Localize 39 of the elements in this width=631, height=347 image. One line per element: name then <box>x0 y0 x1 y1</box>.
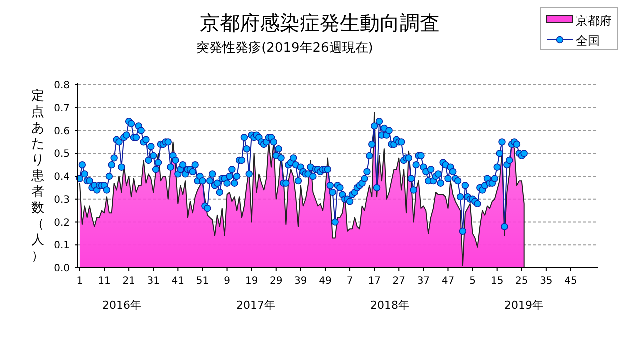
x-tick-label: 21 <box>122 276 136 287</box>
x-tick-label: 49 <box>319 276 332 287</box>
y-tick-label: 0.1 <box>54 240 70 252</box>
text: 定点あたり患者数（人） <box>32 89 44 264</box>
y-tick-label: 0.8 <box>54 80 70 92</box>
legend-label: 全国 <box>576 34 600 48</box>
y-tick-label: 0.2 <box>54 218 70 229</box>
y-tick-label: 0.7 <box>54 103 70 114</box>
text: 2016年 <box>102 299 142 312</box>
x-tick-label: 17 <box>368 276 381 287</box>
x-tick-label: 19 <box>245 276 258 287</box>
x-tick-label: 9 <box>224 276 230 287</box>
text: 2017年 <box>236 299 276 312</box>
x-tick-label: 11 <box>98 276 111 287</box>
y-tick-label: 0.3 <box>54 194 70 206</box>
x-tick-label: 37 <box>417 276 430 287</box>
chart-title: 京都府感染症発生動向調査 <box>200 11 440 35</box>
y-tick-label: 0.6 <box>54 126 70 138</box>
x-tick-label: 31 <box>147 276 160 287</box>
text: 2019年 <box>504 299 544 312</box>
x-tick-label: 41 <box>172 276 185 287</box>
x-tick-label: 15 <box>490 276 504 287</box>
x-tick-label: 25 <box>516 276 528 287</box>
x-tick-label: 45 <box>564 276 578 287</box>
chart-subtitle: 突発性発疹(2019年26週現在) <box>196 41 374 56</box>
x-tick-label: 51 <box>196 276 210 287</box>
x-tick-label: 5 <box>470 276 476 287</box>
x-tick-label: 39 <box>294 276 308 287</box>
x-tick-label: 35 <box>540 276 553 287</box>
x-tick-label: 29 <box>270 276 283 287</box>
legend-label: 京都府 <box>576 14 612 28</box>
text: 2018年 <box>370 299 410 312</box>
x-tick-label: 47 <box>442 276 455 287</box>
x-tick-label: 1 <box>76 276 84 287</box>
y-tick-label: 0.0 <box>54 264 70 274</box>
x-tick-label: 7 <box>346 276 354 287</box>
y-tick-label: 0.5 <box>54 149 70 160</box>
x-tick-label: 27 <box>392 276 406 287</box>
y-tick-label: 0.4 <box>54 172 70 183</box>
